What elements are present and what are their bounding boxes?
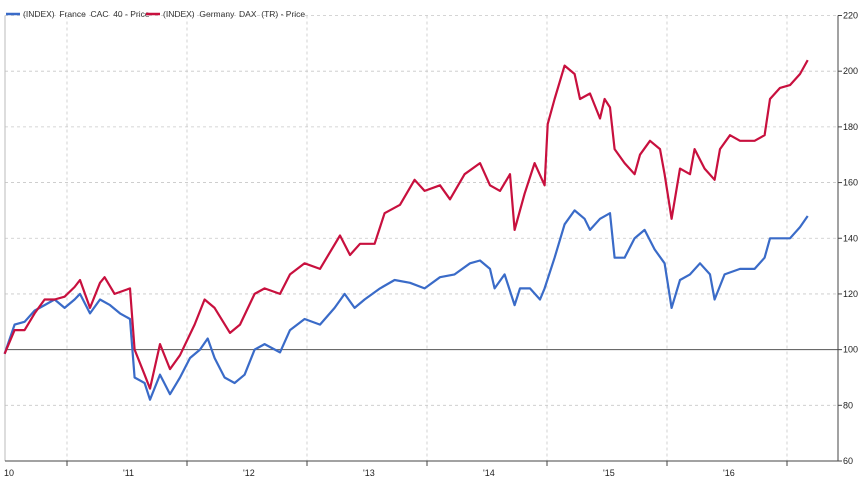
x-tick-label: '12	[243, 468, 255, 478]
legend-label-cac40[interactable]: (INDEX) France CAC 40 - Price	[23, 9, 150, 19]
x-tick-label: '16	[723, 468, 735, 478]
y-tick-label: 140	[843, 233, 858, 243]
y-tick-label: 120	[843, 289, 858, 299]
axes: 60 80 100 120 140 160 180 200 220 10 '11 '12 '13 '14 '…	[4, 11, 858, 479]
legend-label-dax[interactable]: (INDEX) Germany DAX (TR) - Price	[163, 9, 305, 19]
y-tick-label: 80	[843, 400, 853, 410]
x-tick-label: '11	[123, 468, 134, 478]
series-line-cac40	[3, 209, 809, 401]
series-line-dax	[3, 59, 809, 390]
x-tick-label: 10	[4, 468, 14, 478]
x-tick-label: '13	[363, 468, 375, 478]
x-tick-label: '14	[483, 468, 495, 478]
y-tick-label: 180	[843, 122, 858, 132]
y-tick-label: 220	[843, 11, 858, 21]
series-layer	[3, 59, 809, 401]
legend: (INDEX) France CAC 40 - Price (INDEX) Ge…	[6, 9, 305, 19]
y-tick-label: 160	[843, 178, 858, 188]
grid	[5, 15, 838, 461]
x-tick-label: '15	[603, 468, 615, 478]
y-tick-label: 60	[843, 456, 853, 466]
y-tick-label: 100	[843, 345, 858, 355]
y-tick-label: 200	[843, 66, 858, 76]
